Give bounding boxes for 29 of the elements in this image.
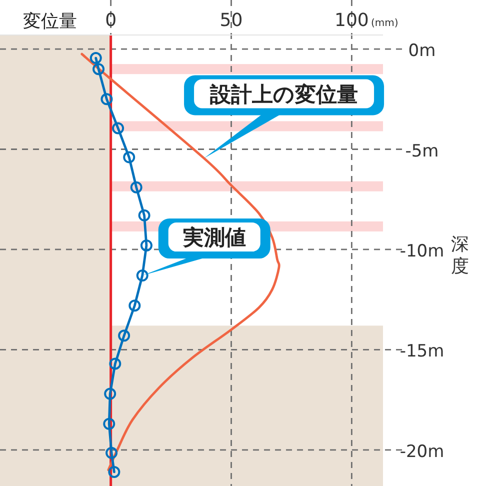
point [106,446,118,459]
y-tick-label: 0m [408,41,436,62]
point [130,181,142,194]
text: 設計上の変位量 [209,82,358,106]
point [140,239,152,252]
point [118,330,130,342]
point [128,300,141,312]
point [109,358,122,370]
point [92,63,105,76]
point [104,388,116,400]
y-tick-label: -15m [400,342,444,362]
x-axis-title: 変位量 [23,11,77,32]
x-tick-label: 0 [105,10,117,31]
y-tick-label: -20m [400,442,444,462]
point [103,418,116,430]
point [136,270,148,282]
x-tick-label: 100 [334,10,369,31]
series-label: 実測値 [182,226,246,250]
point [123,151,136,164]
point [108,466,120,478]
y-tick-label: -10m [400,241,444,262]
y-axis-title: 深度 [451,234,469,277]
point [90,52,102,64]
point [100,93,113,106]
y-tick-label: -5m [405,141,439,162]
point [138,209,150,222]
point [112,122,124,134]
text: (mm) [371,18,398,29]
x-tick-label: 50 [220,10,243,31]
